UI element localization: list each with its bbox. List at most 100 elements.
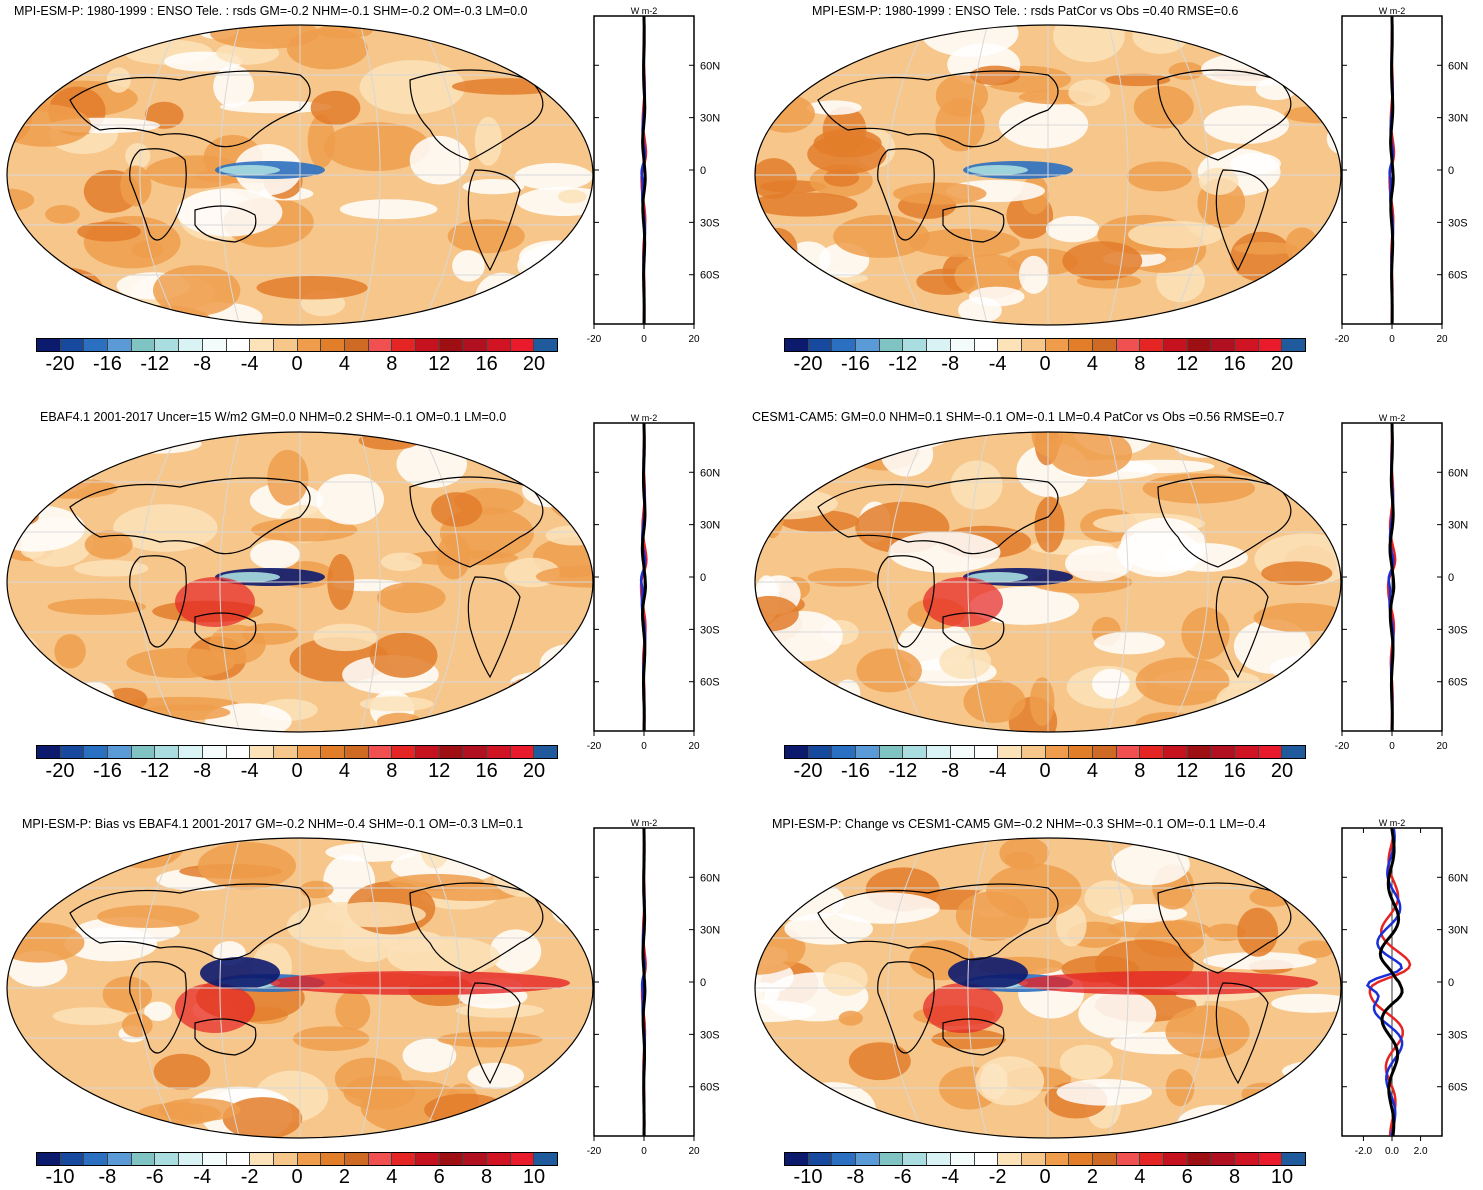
zonal-x-tick-label: 20 xyxy=(1436,334,1448,345)
zonal-x-tick-label: -2.0 xyxy=(1355,1146,1373,1157)
coastline xyxy=(1157,69,1292,161)
colorbar-swatch xyxy=(250,1153,274,1165)
colorbar-tick-label: -20 xyxy=(793,760,823,782)
colorbar-swatch xyxy=(439,746,464,758)
map-patch xyxy=(1181,607,1230,660)
coastline xyxy=(817,477,1059,555)
colorbar-tick-label: -6 xyxy=(145,1166,164,1188)
colorbar-swatch xyxy=(250,339,274,351)
zonal-series-model xyxy=(1368,828,1412,1136)
map-patch xyxy=(473,698,581,732)
map-patch xyxy=(316,473,384,525)
colorbar-swatch xyxy=(131,339,156,351)
colorbar-swatch xyxy=(344,339,369,351)
map-patch xyxy=(125,143,151,169)
coastline xyxy=(69,70,311,148)
colorbar-swatch xyxy=(321,1153,345,1165)
coastline xyxy=(409,882,544,974)
zonal-units: W m-2 xyxy=(1379,818,1406,828)
colorbar-swatch xyxy=(832,339,857,351)
zonal-y-tick-label: 60N xyxy=(700,60,720,72)
map-patch xyxy=(443,432,528,447)
colorbar-tick-label: 6 xyxy=(1181,1166,1193,1188)
map-patch xyxy=(968,286,1025,307)
colorbar-swatch xyxy=(1140,339,1164,351)
colorbar-swatch xyxy=(1187,1153,1212,1165)
map-patch xyxy=(1045,215,1100,243)
zonal-x-tick-label: -20 xyxy=(587,1146,602,1157)
zonal-y-tick-label: 60N xyxy=(1448,60,1468,72)
colorbar-swatch xyxy=(879,1153,904,1165)
map-patch xyxy=(7,1051,22,1101)
colorbar xyxy=(36,338,558,352)
colorbar-swatch xyxy=(1164,1153,1188,1165)
map-border xyxy=(754,24,1342,326)
colorbar-swatch xyxy=(487,746,511,758)
map-border xyxy=(754,431,1342,733)
map-border xyxy=(6,24,594,326)
panel-title: CESM1-CAM5: GM=0.0 NHM=0.1 SHM=-0.1 OM=-… xyxy=(752,410,1285,424)
colorbar-tick-label: 8 xyxy=(1229,1166,1241,1188)
colorbar-tick-label: 0 xyxy=(291,353,303,375)
colorbar-swatch xyxy=(1021,1153,1046,1165)
colorbar-swatch xyxy=(1282,746,1306,758)
colorbar-tick-label: -8 xyxy=(941,353,960,375)
map-patch xyxy=(7,642,33,688)
colorbar-swatch xyxy=(60,339,85,351)
colorbar-tick-label: 0 xyxy=(291,760,303,782)
map-patch xyxy=(466,708,499,732)
map-patch xyxy=(387,936,501,977)
colorbar-tick-label: 16 xyxy=(1223,760,1246,782)
map-patch xyxy=(1253,602,1341,633)
map-patch xyxy=(176,188,283,237)
colorbar-tick-label: 8 xyxy=(386,353,398,375)
map-patch xyxy=(7,838,80,876)
graticule-longitude xyxy=(1108,25,1129,325)
colorbar-tick-label: 6 xyxy=(433,1166,445,1188)
map-patch xyxy=(496,704,548,732)
colorbar-tick-label: 8 xyxy=(386,760,398,782)
colorbar-swatch xyxy=(37,1153,61,1165)
coastline xyxy=(69,883,311,961)
map-patch xyxy=(251,518,358,542)
map-patch xyxy=(131,241,164,259)
map-anomaly-cool xyxy=(968,572,1028,582)
map-patch xyxy=(310,90,361,126)
graticule-longitude xyxy=(360,25,381,325)
colorbar-swatch xyxy=(155,339,180,351)
map-patch xyxy=(755,674,790,726)
coastline xyxy=(409,69,544,161)
colorbar-swatch xyxy=(416,746,440,758)
map-patch xyxy=(467,1062,525,1089)
colorbar-tick-label: -10 xyxy=(45,1166,75,1188)
colorbar-swatch xyxy=(903,339,928,351)
colorbar-swatch xyxy=(226,746,251,758)
colorbar-swatch xyxy=(808,746,833,758)
colorbar-labels: -10 -8 -6 -4 -2 0 2 4 6 8 10 xyxy=(784,1166,1306,1190)
zonal-mean-plot: W m-2 -20 0 20 60N 30N 0 30S 60S xyxy=(587,818,720,1157)
colorbar-swatch xyxy=(1235,1153,1259,1165)
zonal-mean-plot: W m-2 -20 0 20 60N 30N 0 30S 60S xyxy=(1335,6,1468,345)
colorbar-swatch xyxy=(1116,746,1141,758)
colorbar-swatch xyxy=(950,1153,975,1165)
zonal-y-tick-label: 60S xyxy=(700,1082,720,1094)
map-patch xyxy=(825,1113,901,1138)
zonal-y-tick-label: 30S xyxy=(1448,217,1468,229)
zonal-y-tick-label: 30S xyxy=(700,217,720,229)
map-patch xyxy=(790,306,852,323)
colorbar-tick-label: -8 xyxy=(193,760,212,782)
map-patch xyxy=(756,94,815,133)
colorbar-swatch xyxy=(927,339,951,351)
zonal-y-tick-label: 30S xyxy=(1448,1029,1468,1041)
zonal-x-tick-label: -20 xyxy=(587,741,602,752)
colorbar-swatch xyxy=(1069,1153,1093,1165)
map-border xyxy=(6,431,594,733)
graticule-longitude xyxy=(139,25,180,325)
coastline xyxy=(942,1018,1005,1056)
map-patch xyxy=(369,632,438,678)
colorbar-tick-label: 10 xyxy=(522,1166,546,1188)
map-patch xyxy=(831,892,940,924)
map-patch xyxy=(1062,241,1143,281)
colorbar-swatch xyxy=(273,1153,298,1165)
colorbar-swatch xyxy=(1211,1153,1236,1165)
